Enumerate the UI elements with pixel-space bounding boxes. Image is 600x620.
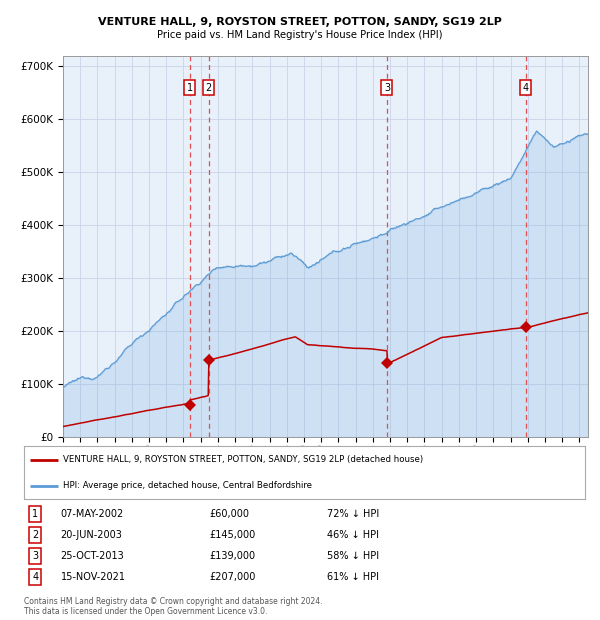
Text: HPI: Average price, detached house, Central Bedfordshire: HPI: Average price, detached house, Cent… [63, 481, 312, 490]
Text: 1: 1 [187, 82, 193, 92]
Text: This data is licensed under the Open Government Licence v3.0.: This data is licensed under the Open Gov… [24, 607, 268, 616]
Text: 58% ↓ HPI: 58% ↓ HPI [327, 551, 379, 561]
Text: 61% ↓ HPI: 61% ↓ HPI [327, 572, 379, 582]
Text: 20-JUN-2003: 20-JUN-2003 [61, 530, 122, 540]
Text: 3: 3 [384, 82, 390, 92]
Text: £145,000: £145,000 [209, 530, 256, 540]
Text: 25-OCT-2013: 25-OCT-2013 [61, 551, 124, 561]
Text: VENTURE HALL, 9, ROYSTON STREET, POTTON, SANDY, SG19 2LP: VENTURE HALL, 9, ROYSTON STREET, POTTON,… [98, 17, 502, 27]
Text: VENTURE HALL, 9, ROYSTON STREET, POTTON, SANDY, SG19 2LP (detached house): VENTURE HALL, 9, ROYSTON STREET, POTTON,… [63, 455, 424, 464]
Text: Price paid vs. HM Land Registry's House Price Index (HPI): Price paid vs. HM Land Registry's House … [157, 30, 443, 40]
Text: 07-MAY-2002: 07-MAY-2002 [61, 509, 124, 519]
Text: 2: 2 [206, 82, 212, 92]
Text: £139,000: £139,000 [209, 551, 255, 561]
Text: £60,000: £60,000 [209, 509, 249, 519]
Text: 4: 4 [32, 572, 38, 582]
Text: 15-NOV-2021: 15-NOV-2021 [61, 572, 125, 582]
Text: 72% ↓ HPI: 72% ↓ HPI [327, 509, 379, 519]
Text: 4: 4 [523, 82, 529, 92]
Text: 3: 3 [32, 551, 38, 561]
Text: Contains HM Land Registry data © Crown copyright and database right 2024.: Contains HM Land Registry data © Crown c… [24, 597, 323, 606]
Text: £207,000: £207,000 [209, 572, 256, 582]
Text: 2: 2 [32, 530, 38, 540]
Text: 1: 1 [32, 509, 38, 519]
Text: 46% ↓ HPI: 46% ↓ HPI [327, 530, 379, 540]
